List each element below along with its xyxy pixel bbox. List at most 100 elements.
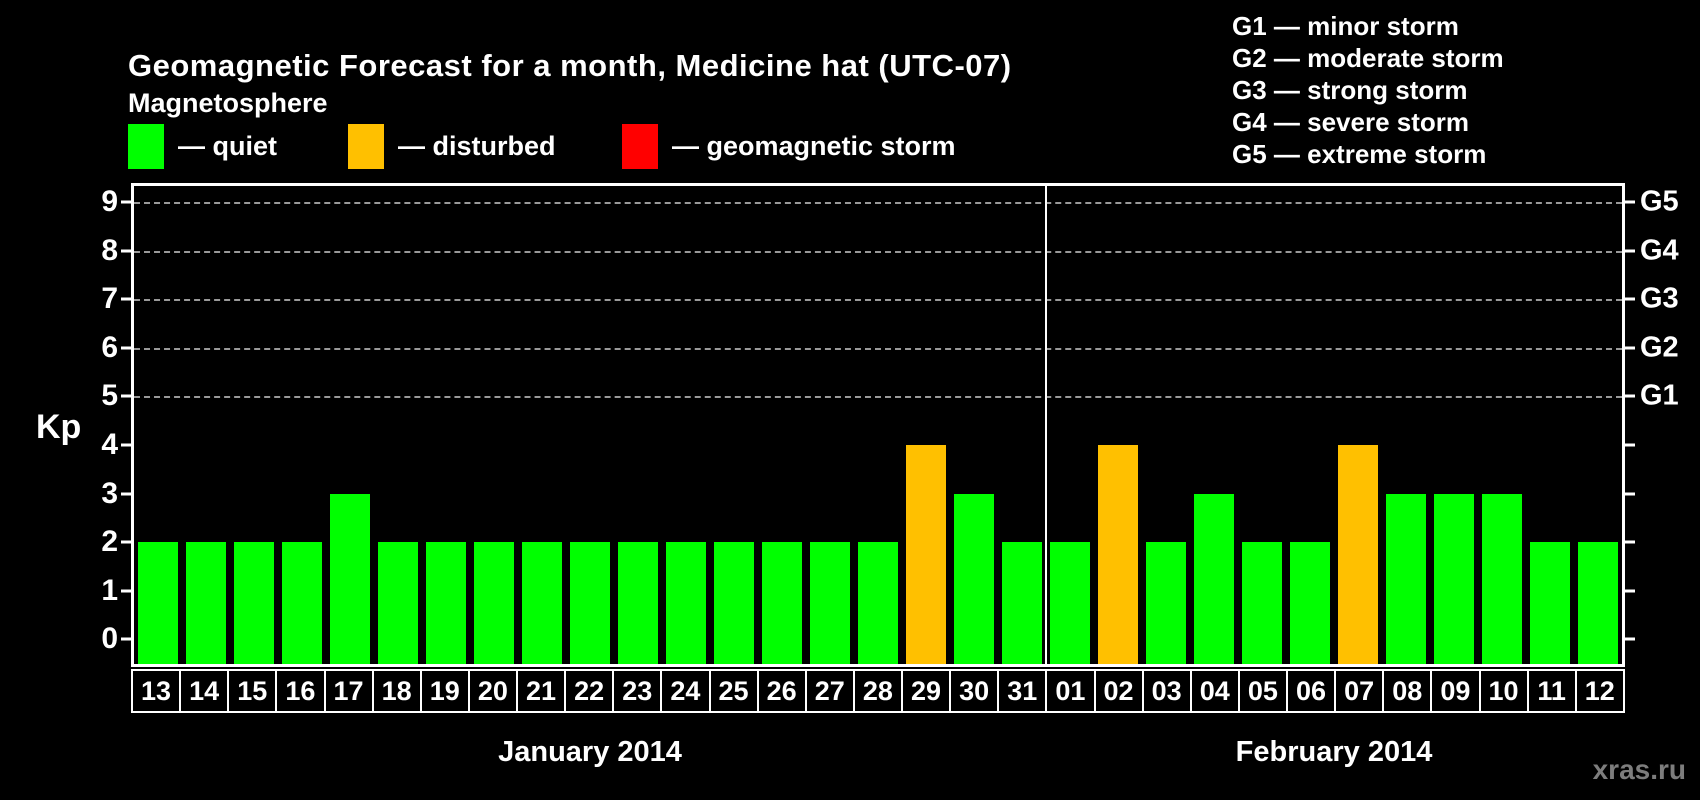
- legend-label-disturbed: — disturbed: [398, 130, 556, 161]
- legend-label-storm: — geomagnetic storm: [672, 130, 956, 161]
- gridline-kp-7: [134, 299, 1622, 302]
- y-tick-left-7: [121, 297, 131, 301]
- day-label-january-28: 28: [852, 669, 903, 713]
- kp-bar-february-08: [1385, 493, 1427, 664]
- kp-bar-january-22: [569, 542, 611, 664]
- kp-bar-february-12: [1577, 542, 1619, 664]
- y-tick-label-8: 8: [101, 233, 118, 267]
- y-tick-left-6: [121, 346, 131, 350]
- day-label-january-20: 20: [467, 669, 518, 713]
- kp-bar-january-30: [953, 493, 995, 664]
- storm-scale-line-g1: G1 — minor storm: [1232, 11, 1459, 41]
- y-tick-label-3: 3: [101, 476, 118, 510]
- y-tick-right-0: [1625, 637, 1635, 641]
- day-label-january-17: 17: [323, 669, 374, 713]
- storm-scale-line-g5: G5 — extreme storm: [1232, 139, 1487, 169]
- month-separator-line: [1045, 186, 1047, 664]
- kp-bar-february-11: [1529, 542, 1571, 664]
- day-label-january-23: 23: [612, 669, 663, 713]
- y-tick-left-1: [121, 589, 131, 593]
- magnetosphere-label: Magnetosphere: [128, 88, 328, 118]
- day-label-february-08: 08: [1382, 669, 1433, 713]
- day-label-january-16: 16: [275, 669, 326, 713]
- y-axis-title: Kp: [36, 408, 82, 446]
- kp-bar-january-28: [857, 542, 899, 664]
- legend-label-quiet: — quiet: [178, 130, 277, 161]
- y-tick-label-4: 4: [101, 427, 118, 461]
- storm-scale-line-g3: G3 — strong storm: [1232, 75, 1468, 105]
- y-tick-left-2: [121, 540, 131, 544]
- kp-bar-february-04: [1193, 493, 1235, 664]
- kp-bar-january-27: [809, 542, 851, 664]
- y-tick-right-7: [1625, 297, 1635, 301]
- kp-bar-january-29: [905, 444, 947, 664]
- legend-swatch-storm: [622, 123, 658, 169]
- y-tick-label-1: 1: [101, 573, 118, 607]
- kp-bar-january-23: [617, 542, 659, 664]
- day-label-february-05: 05: [1237, 669, 1288, 713]
- day-label-february-09: 09: [1430, 669, 1481, 713]
- kp-bar-january-13: [137, 542, 179, 664]
- gridline-kp-6: [134, 347, 1622, 350]
- day-label-january-15: 15: [227, 669, 278, 713]
- kp-bar-january-21: [521, 542, 563, 664]
- day-label-february-04: 04: [1189, 669, 1240, 713]
- day-label-february-11: 11: [1526, 669, 1577, 713]
- day-label-january-19: 19: [419, 669, 470, 713]
- day-label-january-22: 22: [564, 669, 615, 713]
- chart-title: Geomagnetic Forecast for a month, Medici…: [128, 48, 1012, 83]
- y-tick-right-4: [1625, 443, 1635, 447]
- kp-bar-january-24: [665, 542, 707, 664]
- month-label-february: February 2014: [1235, 736, 1433, 768]
- y-tick-right-5: [1625, 394, 1635, 398]
- day-label-january-26: 26: [756, 669, 807, 713]
- day-label-february-07: 07: [1334, 669, 1385, 713]
- y-tick-label-5: 5: [101, 379, 118, 413]
- day-label-january-25: 25: [708, 669, 759, 713]
- y-tick-right-8: [1625, 249, 1635, 252]
- kp-bar-february-03: [1145, 542, 1187, 664]
- right-axis-label-g1: G1: [1640, 379, 1679, 412]
- y-tick-label-9: 9: [101, 184, 118, 218]
- kp-bar-february-09: [1433, 493, 1475, 664]
- y-tick-label-7: 7: [101, 282, 118, 316]
- kp-bar-february-01: [1049, 542, 1091, 664]
- day-label-february-01: 01: [1045, 669, 1096, 713]
- day-label-january-18: 18: [371, 669, 422, 713]
- legend-swatch-disturbed: [348, 123, 384, 169]
- kp-bar-february-02: [1097, 444, 1139, 664]
- day-label-january-29: 29: [901, 669, 952, 713]
- month-label-january: January 2014: [498, 736, 682, 768]
- gridline-kp-8: [134, 250, 1622, 253]
- y-tick-left-5: [121, 394, 131, 398]
- kp-bar-january-16: [281, 542, 323, 664]
- gridline-kp-5: [134, 396, 1622, 399]
- day-label-february-03: 03: [1141, 669, 1192, 713]
- y-tick-right-1: [1625, 589, 1635, 593]
- day-label-january-21: 21: [516, 669, 567, 713]
- day-label-february-10: 10: [1478, 669, 1529, 713]
- kp-bar-february-05: [1241, 542, 1283, 664]
- y-tick-left-4: [121, 443, 131, 447]
- y-tick-right-6: [1625, 346, 1635, 350]
- day-label-january-31: 31: [997, 669, 1048, 713]
- plot-area: [131, 183, 1625, 667]
- storm-scale-legend: G1 — minor storm G2 — moderate storm G3 — …: [1232, 10, 1504, 170]
- gridline-kp-9: [134, 201, 1622, 204]
- watermark: xras.ru: [1592, 754, 1686, 785]
- storm-scale-line-g4: G4 — severe storm: [1232, 107, 1470, 137]
- kp-bar-january-17: [329, 493, 371, 664]
- y-tick-left-3: [121, 492, 131, 495]
- kp-bar-january-15: [233, 542, 275, 664]
- y-tick-left-0: [121, 637, 131, 641]
- day-label-january-30: 30: [949, 669, 1000, 713]
- day-label-february-02: 02: [1093, 669, 1144, 713]
- kp-bar-january-31: [1001, 542, 1043, 664]
- x-axis-day-labels: 13 14 15 16 17 18 19 20 21 22 23 24 25 26 27 28 29 30 31 01…: [131, 669, 1625, 713]
- kp-bar-january-14: [185, 542, 227, 664]
- day-label-january-14: 14: [179, 669, 230, 713]
- y-tick-label-2: 2: [101, 525, 118, 559]
- y-tick-label-6: 6: [101, 330, 118, 364]
- y-tick-left-9: [121, 200, 131, 204]
